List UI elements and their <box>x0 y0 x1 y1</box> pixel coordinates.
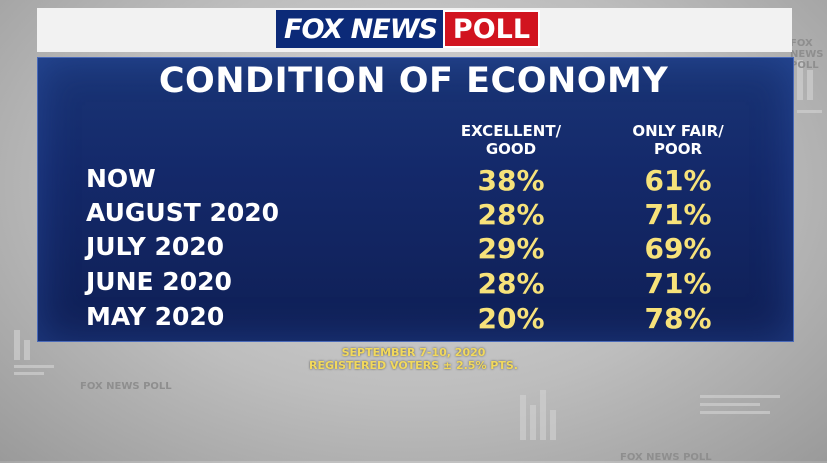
column-header-line: POOR <box>653 140 703 158</box>
table-row: JUNE 2020 28% 71% <box>0 267 827 301</box>
poll-sample-info: REGISTERED VOTERS ± 2.5% PTS. <box>309 359 518 372</box>
value-only-fair-poor: 71% <box>644 267 712 300</box>
fox-news-poll-logo: FOX NEWS POLL <box>276 10 541 48</box>
table-row: JULY 2020 29% 69% <box>0 232 827 266</box>
row-label: AUGUST 2020 <box>86 198 280 227</box>
watermark-text: FOX NEWS POLL <box>80 381 172 392</box>
table-row: NOW 38% 61% <box>0 164 827 198</box>
column-header-line: EXCELLENT/ <box>460 122 562 140</box>
poll-panel <box>37 57 794 342</box>
poll-dates: SEPTEMBER 7-10, 2020 <box>341 346 486 359</box>
value-only-fair-poor: 78% <box>644 302 712 335</box>
value-excellent-good: 20% <box>477 302 545 335</box>
value-only-fair-poor: 71% <box>644 198 712 231</box>
table-row: MAY 2020 20% 78% <box>0 302 827 336</box>
watermark-text: FOX NEWS POLL <box>620 452 712 463</box>
value-excellent-good: 38% <box>477 164 545 197</box>
chart-title: CONDITION OF ECONOMY <box>158 61 669 101</box>
value-only-fair-poor: 61% <box>644 164 712 197</box>
table-row: AUGUST 2020 28% 71% <box>0 198 827 232</box>
column-header-line: GOOD <box>485 140 537 158</box>
row-label: JULY 2020 <box>86 232 225 261</box>
column-header-excellent-good: EXCELLENT/ GOOD <box>436 122 586 158</box>
column-header-line: ONLY FAIR/ <box>632 122 724 140</box>
value-excellent-good: 28% <box>477 198 545 231</box>
row-label: MAY 2020 <box>86 302 225 331</box>
column-header-only-fair-poor: ONLY FAIR/ POOR <box>603 122 753 158</box>
logo-poll: POLL <box>442 10 541 48</box>
row-label: JUNE 2020 <box>86 267 232 296</box>
row-label: NOW <box>86 164 156 193</box>
value-excellent-good: 28% <box>477 267 545 300</box>
watermark-text: FOX NEWS POLL <box>790 38 824 71</box>
value-excellent-good: 29% <box>477 232 545 265</box>
value-only-fair-poor: 69% <box>644 232 712 265</box>
logo-fox-news: FOX NEWS <box>276 10 443 48</box>
